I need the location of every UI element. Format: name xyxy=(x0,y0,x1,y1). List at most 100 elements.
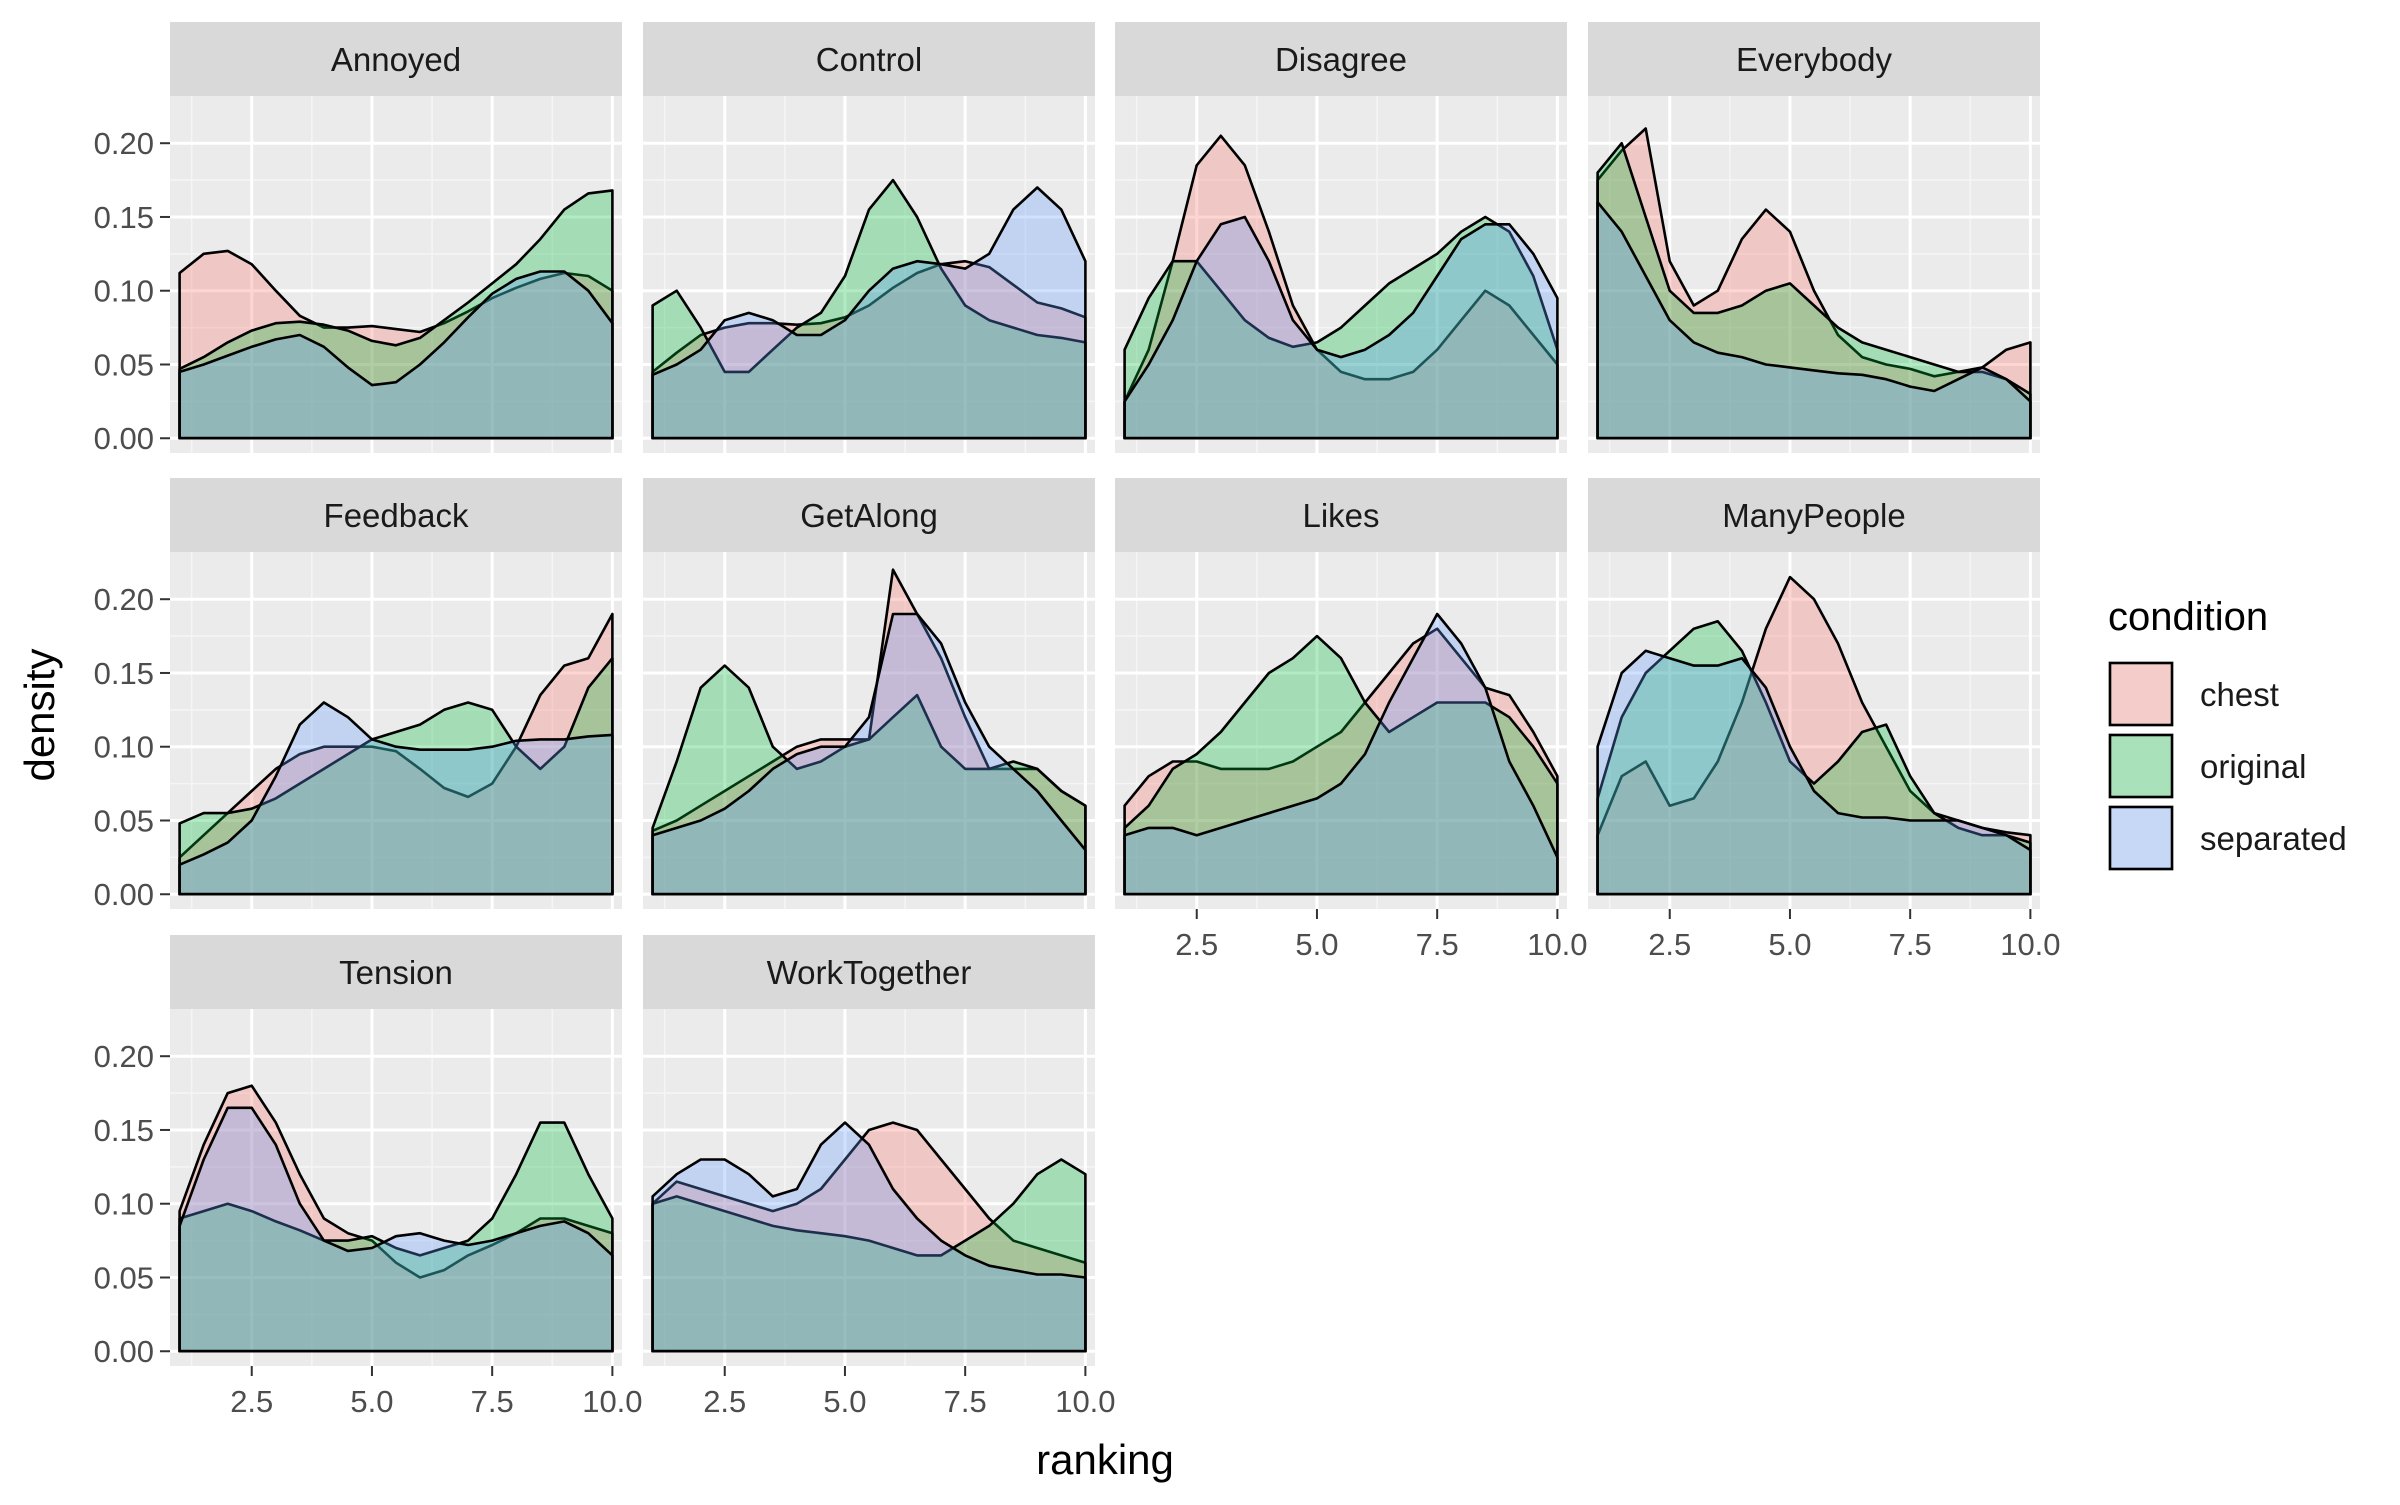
density-area-getalong-separated xyxy=(651,612,1087,896)
x-tick-label: 2.5 xyxy=(1175,927,1218,962)
facet-everybody: Everybody xyxy=(1588,22,2040,453)
density-area-worktogether-original xyxy=(651,1158,1087,1353)
facet-panels: Annoyed 0.00 0.05 0.10 0.15 0.20 Control Disagr… xyxy=(94,22,2061,1419)
facet-manypeople: ManyPeople 2.5 5.0 7.5 10.0 xyxy=(1588,478,2061,962)
facet-title-tension: Tension xyxy=(339,954,453,991)
facet-strip-disagree xyxy=(1115,22,1567,96)
x-tick-label: 10.0 xyxy=(2000,927,2060,962)
density-area-feedback-chest xyxy=(178,612,614,896)
density-area-manypeople-original xyxy=(1596,620,2032,896)
facet-strip-feedback xyxy=(170,478,622,552)
facet-strip-control xyxy=(643,22,1095,96)
y-tick-label: 0.15 xyxy=(94,1113,154,1148)
x-tick-label: 2.5 xyxy=(703,1384,746,1419)
x-tick-label: 2.5 xyxy=(1648,927,1691,962)
facet-strip-worktogether xyxy=(643,935,1095,1009)
legend-label-original: original xyxy=(2200,748,2306,785)
density-area-annoyed-separated xyxy=(178,270,614,440)
facet-likes: Likes 2.5 5.0 7.5 10.0 xyxy=(1115,478,1588,962)
facet-title-likes: Likes xyxy=(1302,497,1379,534)
y-tick-label: 0.00 xyxy=(94,877,154,912)
density-area-manypeople-chest xyxy=(1596,575,2032,896)
legend-key-background xyxy=(2108,733,2174,799)
facet-title-feedback: Feedback xyxy=(324,497,469,534)
x-tick-label: 5.0 xyxy=(1295,927,1338,962)
facet-strip-manypeople xyxy=(1588,478,2040,552)
legend-title: condition xyxy=(2108,595,2268,639)
density-area-annoyed-original xyxy=(178,189,614,440)
facet-feedback: Feedback 0.00 0.05 0.10 0.15 0.20 xyxy=(94,478,622,912)
x-tick-label: 5.0 xyxy=(350,1384,393,1419)
y-tick-label: 0.15 xyxy=(94,200,154,235)
density-area-feedback-separated xyxy=(178,701,614,896)
facet-title-annoyed: Annoyed xyxy=(331,41,461,78)
y-tick-label: 0.00 xyxy=(94,1334,154,1369)
y-tick-label: 0.20 xyxy=(94,126,154,161)
y-tick-label: 0.20 xyxy=(94,1039,154,1074)
density-area-tension-separated xyxy=(178,1106,614,1353)
legend-key-background xyxy=(2108,661,2174,727)
legend-key-background xyxy=(2108,805,2174,871)
density-area-everybody-original xyxy=(1596,141,2032,440)
facet-title-disagree: Disagree xyxy=(1275,41,1407,78)
y-tick-label: 0.00 xyxy=(94,421,154,456)
x-axis-title: ranking xyxy=(1036,1436,1174,1483)
facet-title-getalong: GetAlong xyxy=(800,497,938,534)
facet-strip-everybody xyxy=(1588,22,2040,96)
panel-background-feedback xyxy=(170,552,622,909)
density-area-disagree-chest xyxy=(1123,134,1559,440)
x-tick-label: 10.0 xyxy=(1055,1384,1115,1419)
density-area-control-original xyxy=(651,178,1087,440)
panel-background-worktogether xyxy=(643,1009,1095,1366)
x-tick-label: 7.5 xyxy=(1889,927,1932,962)
density-area-control-separated xyxy=(651,186,1087,440)
y-tick-label: 0.10 xyxy=(94,730,154,765)
density-area-tension-chest xyxy=(178,1084,614,1353)
density-area-worktogether-separated xyxy=(651,1121,1087,1353)
density-area-everybody-separated xyxy=(1596,200,2032,440)
legend: condition chest original separated xyxy=(2108,595,2347,871)
density-area-likes-original xyxy=(1123,634,1559,896)
legend-swatch-original xyxy=(2108,733,2174,799)
facet-tension: Tension 0.00 0.05 0.10 0.15 0.20 2.5 5.0 7.5 10.0 xyxy=(94,935,643,1419)
facet-title-everybody: Everybody xyxy=(1736,41,1892,78)
y-axis-title: density xyxy=(16,648,63,781)
y-tick-label: 0.05 xyxy=(94,1260,154,1295)
legend-swatch-separated xyxy=(2108,805,2174,871)
facet-strip-getalong xyxy=(643,478,1095,552)
density-area-getalong-original xyxy=(651,664,1087,896)
density-area-manypeople-separated xyxy=(1596,649,2032,896)
panel-background-tension xyxy=(170,1009,622,1366)
density-area-control-chest xyxy=(651,259,1087,440)
y-tick-label: 0.05 xyxy=(94,803,154,838)
density-area-everybody-chest xyxy=(1596,127,2032,440)
legend-entries: chest original separated xyxy=(2108,661,2347,871)
legend-label-chest: chest xyxy=(2200,676,2279,713)
density-area-disagree-original xyxy=(1123,215,1559,440)
panel-background-control xyxy=(643,96,1095,453)
y-tick-label: 0.10 xyxy=(94,274,154,309)
x-tick-label: 5.0 xyxy=(1768,927,1811,962)
y-tick-label: 0.05 xyxy=(94,347,154,382)
legend-item-chest: chest xyxy=(2108,661,2279,727)
facet-disagree: Disagree xyxy=(1115,22,1567,453)
density-area-worktogether-chest xyxy=(651,1121,1087,1353)
facet-strip-annoyed xyxy=(170,22,622,96)
x-tick-label: 5.0 xyxy=(823,1384,866,1419)
facet-strip-tension xyxy=(170,935,622,1009)
y-tick-label: 0.15 xyxy=(94,656,154,691)
panel-background-manypeople xyxy=(1588,552,2040,909)
x-tick-label: 10.0 xyxy=(1527,927,1587,962)
x-tick-label: 2.5 xyxy=(230,1384,273,1419)
density-area-likes-separated xyxy=(1123,612,1559,896)
legend-label-separated: separated xyxy=(2200,820,2347,857)
x-tick-label: 7.5 xyxy=(1416,927,1459,962)
x-tick-label: 7.5 xyxy=(944,1384,987,1419)
density-area-feedback-original xyxy=(178,656,614,896)
facet-control: Control xyxy=(643,22,1095,453)
facet-title-control: Control xyxy=(816,41,922,78)
x-tick-label: 7.5 xyxy=(471,1384,514,1419)
legend-item-original: original xyxy=(2108,733,2306,799)
